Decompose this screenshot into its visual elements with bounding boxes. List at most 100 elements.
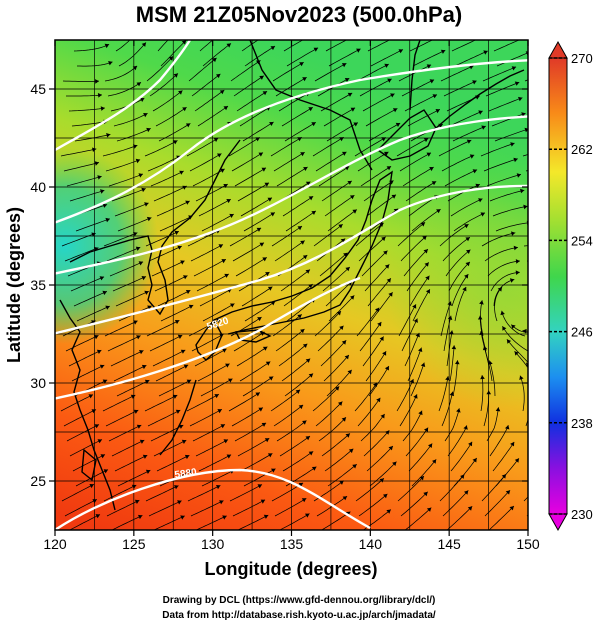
streamline	[319, 252, 348, 277]
streamline	[115, 40, 131, 52]
streamline-arrowhead	[423, 138, 429, 143]
streamline-arrowhead	[305, 513, 310, 518]
y-axis: 25 30 35 40 45	[30, 81, 528, 489]
streamline	[409, 40, 434, 52]
streamline	[62, 80, 100, 82]
streamline-arrowhead	[513, 157, 518, 163]
streamline-arrowhead	[180, 349, 186, 354]
streamline	[398, 64, 432, 82]
streamline-arrowhead	[353, 34, 358, 38]
streamline-arrowhead	[258, 152, 263, 157]
streamline-arrowhead	[308, 107, 313, 112]
streamline-arrowhead	[102, 379, 108, 384]
streamline-arrowhead	[228, 378, 233, 383]
streamline	[148, 245, 182, 262]
streamline-arrowhead	[308, 284, 313, 289]
streamline-arrowhead	[463, 425, 468, 430]
streamline	[239, 361, 271, 382]
streamline	[117, 469, 151, 487]
streamline	[237, 182, 270, 202]
streamline	[489, 360, 496, 397]
streamline	[103, 232, 138, 247]
streamline-arrowhead	[447, 315, 453, 320]
streamline	[357, 397, 381, 427]
streamline-arrowhead	[440, 49, 446, 54]
streamline-arrowhead	[133, 320, 138, 325]
colorbar-bottom-arrow	[548, 513, 568, 532]
streamline	[326, 369, 352, 397]
streamline	[77, 61, 113, 67]
streamline-arrowhead	[386, 278, 391, 283]
streamline	[454, 50, 488, 67]
streamline	[397, 475, 425, 502]
streamline-arrowhead	[518, 96, 523, 102]
streamline-arrowhead	[426, 152, 431, 157]
streamline	[447, 425, 468, 457]
streamline-arrowhead	[514, 351, 519, 356]
streamline	[491, 112, 526, 127]
streamline	[200, 378, 233, 397]
streamline	[283, 40, 304, 52]
streamline-arrowhead	[269, 122, 274, 126]
streamline	[450, 441, 473, 472]
streamline-arrowhead	[262, 346, 268, 351]
streamline-arrowhead	[486, 390, 492, 395]
streamline-arrowhead	[377, 322, 382, 327]
streamline-arrowhead	[230, 303, 235, 308]
streamline-arrowhead	[92, 147, 97, 152]
streamline-arrowhead	[174, 485, 179, 490]
streamline	[241, 286, 273, 307]
streamline-arrowhead	[268, 376, 274, 381]
height-contour	[55, 276, 361, 400]
streamline	[365, 108, 398, 127]
streamline-arrowhead	[481, 125, 486, 130]
streamline	[68, 107, 105, 112]
streamline	[148, 500, 182, 517]
streamline-arrowhead	[298, 482, 304, 487]
streamline	[159, 215, 193, 232]
streamline-arrowhead	[456, 408, 461, 413]
streamline-arrowhead	[380, 414, 385, 419]
streamline	[145, 485, 179, 502]
streamline-arrowhead	[267, 31, 272, 35]
streamline-arrowhead	[412, 304, 417, 309]
streamline	[284, 121, 316, 142]
height-contours	[55, 40, 528, 530]
streamline-arrowhead	[216, 318, 221, 323]
streamline-arrowhead	[479, 330, 484, 336]
streamline	[231, 152, 264, 172]
streamline-arrowhead	[501, 474, 506, 479]
streamline-arrowhead	[183, 275, 188, 280]
streamline	[243, 468, 276, 487]
streamline	[147, 155, 181, 172]
streamline	[61, 232, 96, 247]
streamline-arrowhead	[138, 173, 143, 178]
streamline-arrowhead	[515, 259, 520, 264]
chart-title: MSM 21Z05Nov2023 (500.0hPa)	[136, 2, 463, 27]
streamline-arrowhead	[477, 315, 483, 320]
colorbar-tick-label: 262	[571, 142, 593, 157]
streamline	[362, 93, 395, 112]
streamline	[194, 348, 227, 367]
streamline	[404, 332, 420, 367]
streamline-arrowhead	[469, 154, 475, 159]
streamline-arrowhead	[255, 392, 260, 397]
streamline-arrowhead	[138, 514, 143, 520]
streamline	[482, 66, 517, 82]
streamline	[69, 514, 101, 530]
streamline-arrowhead	[467, 506, 473, 511]
streamline-arrowhead	[383, 493, 388, 499]
streamline-arrowhead	[431, 181, 437, 186]
streamline-arrowhead	[100, 106, 105, 111]
streamline	[106, 246, 141, 262]
streamline	[235, 257, 268, 277]
streamline-arrowhead	[505, 425, 510, 430]
streamline	[74, 134, 111, 142]
streamline-arrowhead	[97, 175, 102, 180]
streamline-arrowhead	[542, 409, 546, 413]
streamline	[242, 121, 274, 142]
streamline-arrowhead	[350, 295, 355, 300]
streamline-arrowhead	[347, 369, 352, 375]
streamline-arrowhead	[261, 167, 266, 172]
streamline	[365, 351, 387, 382]
